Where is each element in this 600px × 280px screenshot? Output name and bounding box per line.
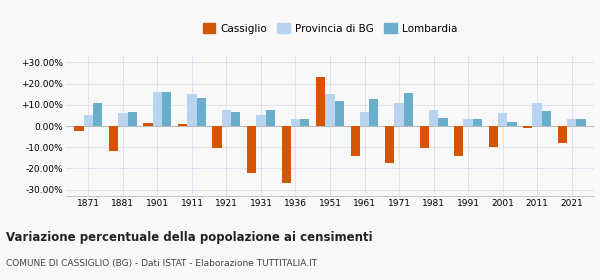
Bar [542,111,551,126]
Bar [153,92,162,126]
Bar [74,126,84,131]
Bar [212,126,222,148]
Bar [350,126,360,156]
Bar [404,93,413,126]
Bar [256,115,266,126]
Bar [128,112,137,126]
Bar [162,92,172,126]
Bar [197,99,206,126]
Bar [419,126,429,148]
Bar [231,112,241,126]
Bar [473,118,482,126]
Bar [394,103,404,126]
Legend: Cassiglio, Provincia di BG, Lombardia: Cassiglio, Provincia di BG, Lombardia [199,19,461,38]
Bar [488,126,498,147]
Text: COMUNE DI CASSIGLIO (BG) - Dati ISTAT - Elaborazione TUTTITALIA.IT: COMUNE DI CASSIGLIO (BG) - Dati ISTAT - … [6,259,317,268]
Bar [454,126,463,156]
Bar [316,77,325,126]
Bar [335,101,344,126]
Bar [247,126,256,173]
Bar [463,118,473,126]
Bar [325,94,335,126]
Bar [281,126,291,183]
Bar [532,103,542,126]
Bar [557,126,567,143]
Text: Variazione percentuale della popolazione ai censimenti: Variazione percentuale della popolazione… [6,231,373,244]
Bar [222,110,231,126]
Bar [118,113,128,126]
Bar [429,110,438,126]
Bar [266,110,275,126]
Bar [93,103,103,126]
Bar [507,122,517,126]
Bar [369,99,379,126]
Bar [498,113,507,126]
Bar [84,115,93,126]
Bar [109,126,118,151]
Bar [178,124,187,126]
Bar [438,118,448,126]
Bar [143,123,153,126]
Bar [576,118,586,126]
Bar [291,118,300,126]
Bar [300,118,310,126]
Bar [523,126,532,128]
Bar [385,126,394,163]
Bar [360,112,369,126]
Bar [187,94,197,126]
Bar [567,118,576,126]
